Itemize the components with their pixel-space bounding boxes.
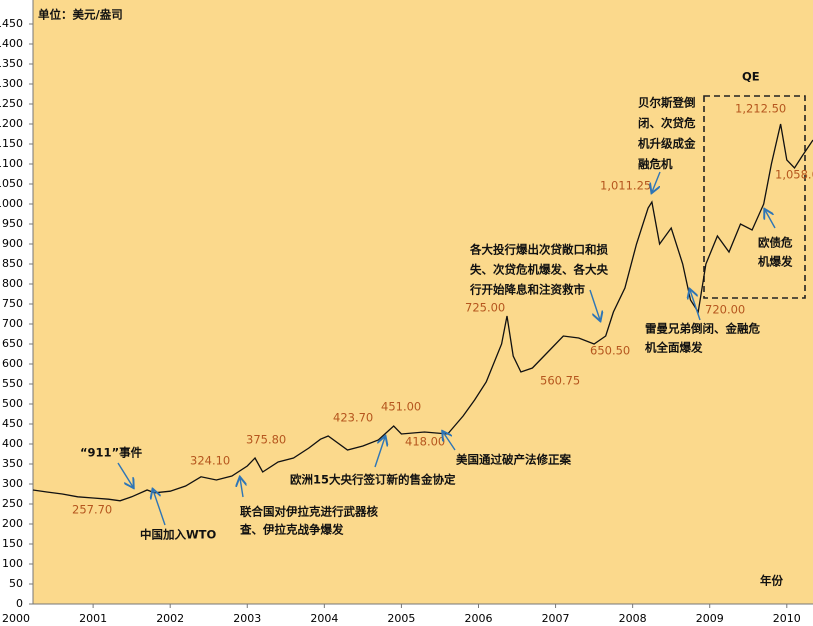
annotation: 查、伊拉克战争爆发 [239,523,344,537]
y-tick-label: 450 [2,417,23,430]
unit-label: 单位：美元/盎司 [38,8,123,22]
x-axis-label: 年份 [760,574,783,588]
price-label: 650.50 [590,344,630,358]
y-tick-label: 1450 [0,17,23,30]
annotation-arrow [374,437,385,468]
box-label: QE [742,70,760,84]
annotation: 闭、次贷危 [638,116,696,130]
annotation-arrow [690,290,701,321]
x-tick-label: 2003 [233,612,261,625]
price-label: 560.75 [540,374,580,388]
annotation-arrow [652,171,661,192]
plot-background [33,0,813,604]
price-label: 720.00 [705,303,745,317]
annotation-arrow [589,289,600,320]
annotation: 失、次贷危机爆发、各大央 [470,263,608,277]
price-label: 1,212.50 [735,102,786,116]
y-tick-label: 0 [16,597,23,610]
y-tick-label: 1350 [0,57,23,70]
price-label: 257.70 [72,503,112,517]
x-tick-label: 2004 [310,612,338,625]
x-tick-label: 2008 [619,612,647,625]
price-label: 1,058.0 [775,168,813,182]
annotation: 欧债危 [758,236,793,250]
price-label: 375.80 [246,433,286,447]
annotation: 雷曼兄弟倒闭、金融危 [645,322,760,336]
price-line [32,123,813,502]
y-tick-label: 400 [2,437,23,450]
annotation: 各大投行爆出次贷敞口和损 [469,243,608,257]
y-tick-label: 650 [2,337,23,350]
annotation: 行开始降息和注资救市 [469,283,585,297]
annotation: 欧洲15大央行签订新的售金协定 [290,473,456,487]
annotation: 联合国对伊拉克进行武器核 [240,505,378,519]
x-tick-label: 2005 [387,612,415,625]
annotation: 中国加入WTO [140,528,217,542]
y-tick-label: 550 [2,377,23,390]
y-tick-label: 1000 [0,197,23,210]
y-tick-label: 1250 [0,97,23,110]
x-tick-label: 2010 [773,612,801,625]
y-tick-label: 1400 [0,37,23,50]
y-tick-label: 350 [2,457,23,470]
annotation-arrow [117,462,133,487]
annotation-arrow [443,432,456,451]
x-tick-label: 2006 [464,612,492,625]
y-tick-label: 1100 [0,157,23,170]
y-tick-label: 150 [2,537,23,550]
price-label: 423.70 [333,411,373,425]
y-tick-label: 500 [2,397,23,410]
qe-box [703,95,806,299]
annotation: “911”事件 [80,446,143,460]
annotation: 机全面爆发 [645,341,703,355]
annotation-arrow [765,210,776,229]
price-label: 1,011.25 [600,179,651,193]
x-tick-label: 2009 [696,612,724,625]
price-label: 725.00 [465,301,505,315]
y-tick-label: 900 [2,237,23,250]
annotation: 机爆发 [758,255,793,269]
annotation: 融危机 [638,157,673,171]
y-tick-label: 100 [2,557,23,570]
price-label: 418.00 [405,435,445,449]
y-tick-label: 250 [2,497,23,510]
y-tick-label: 1150 [0,137,23,150]
y-tick-label: 700 [2,317,23,330]
annotation: 美国通过破产法修正案 [456,453,571,467]
y-tick-label: 750 [2,297,23,310]
y-tick-label: 200 [2,517,23,530]
y-tick-label: 300 [2,477,23,490]
x-tick-label: 2007 [542,612,570,625]
x-tick-label: 2002 [156,612,184,625]
y-tick-label: 850 [2,257,23,270]
y-tick-label: 800 [2,277,23,290]
annotation-arrow [153,490,166,526]
price-label: 324.10 [190,454,230,468]
annotation: 贝尔斯登倒 [638,96,696,110]
y-tick-label: 1050 [0,177,23,190]
y-tick-label: 600 [2,357,23,370]
y-tick-label: 50 [9,577,23,590]
x-tick-label: 2000 [2,612,30,625]
x-tick-label: 2001 [79,612,107,625]
price-label: 451.00 [381,400,421,414]
y-tick-label: 950 [2,217,23,230]
annotation-arrow [240,478,243,498]
annotation: 机升级成金 [638,137,696,151]
y-tick-label: 1300 [0,77,23,90]
